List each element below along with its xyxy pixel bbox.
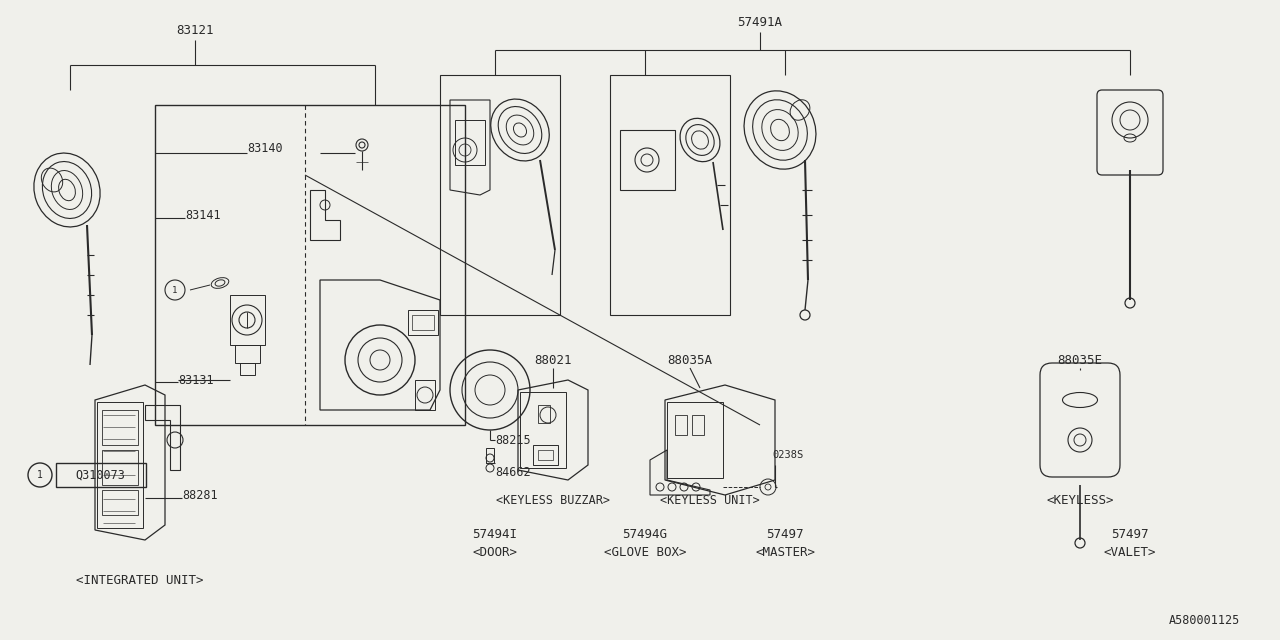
Bar <box>412 315 434 330</box>
Text: 57497: 57497 <box>767 529 804 541</box>
Text: 84662: 84662 <box>495 465 531 479</box>
Bar <box>56 463 146 487</box>
Bar <box>692 415 704 435</box>
Bar <box>486 448 494 463</box>
Bar <box>241 363 255 375</box>
Text: Q310073: Q310073 <box>76 468 125 481</box>
Bar <box>538 405 550 423</box>
Text: <DOOR>: <DOOR> <box>472 545 517 559</box>
Bar <box>440 75 561 315</box>
Text: 88035A: 88035A <box>667 353 713 367</box>
Bar <box>102 450 138 485</box>
Bar <box>408 310 438 335</box>
Text: 57494G: 57494G <box>622 529 667 541</box>
Bar <box>415 380 435 410</box>
Text: 88215: 88215 <box>495 433 531 447</box>
Bar <box>102 410 138 445</box>
Bar <box>102 490 138 515</box>
Bar <box>611 75 730 315</box>
Text: <KEYLESS UNIT>: <KEYLESS UNIT> <box>660 493 760 506</box>
Text: 1: 1 <box>173 285 178 294</box>
Text: 83141: 83141 <box>186 209 220 221</box>
Text: 0238S: 0238S <box>772 450 804 460</box>
Bar <box>538 450 553 460</box>
Text: <VALET>: <VALET> <box>1103 545 1156 559</box>
Text: 57494I: 57494I <box>472 529 517 541</box>
Text: 1: 1 <box>37 470 44 480</box>
Text: 88281: 88281 <box>182 488 218 502</box>
Bar <box>454 120 485 165</box>
Text: <KEYLESS>: <KEYLESS> <box>1046 493 1114 506</box>
Bar <box>155 105 465 425</box>
Text: 57491A: 57491A <box>737 15 782 29</box>
Text: 83140: 83140 <box>247 141 283 154</box>
Text: <MASTER>: <MASTER> <box>755 545 815 559</box>
Text: 88035E: 88035E <box>1057 353 1102 367</box>
Bar <box>620 130 675 190</box>
Text: 88021: 88021 <box>534 353 572 367</box>
Bar <box>675 415 687 435</box>
Text: 83131: 83131 <box>178 374 214 387</box>
Text: <INTEGRATED UNIT>: <INTEGRATED UNIT> <box>77 573 204 586</box>
Text: 83121: 83121 <box>177 24 214 36</box>
Bar <box>532 445 558 465</box>
Text: <GLOVE BOX>: <GLOVE BOX> <box>604 545 686 559</box>
Text: A580001125: A580001125 <box>1169 614 1240 627</box>
Text: <KEYLESS BUZZAR>: <KEYLESS BUZZAR> <box>497 493 611 506</box>
Bar <box>236 345 260 363</box>
Bar <box>97 402 143 528</box>
Text: 57497: 57497 <box>1111 529 1148 541</box>
